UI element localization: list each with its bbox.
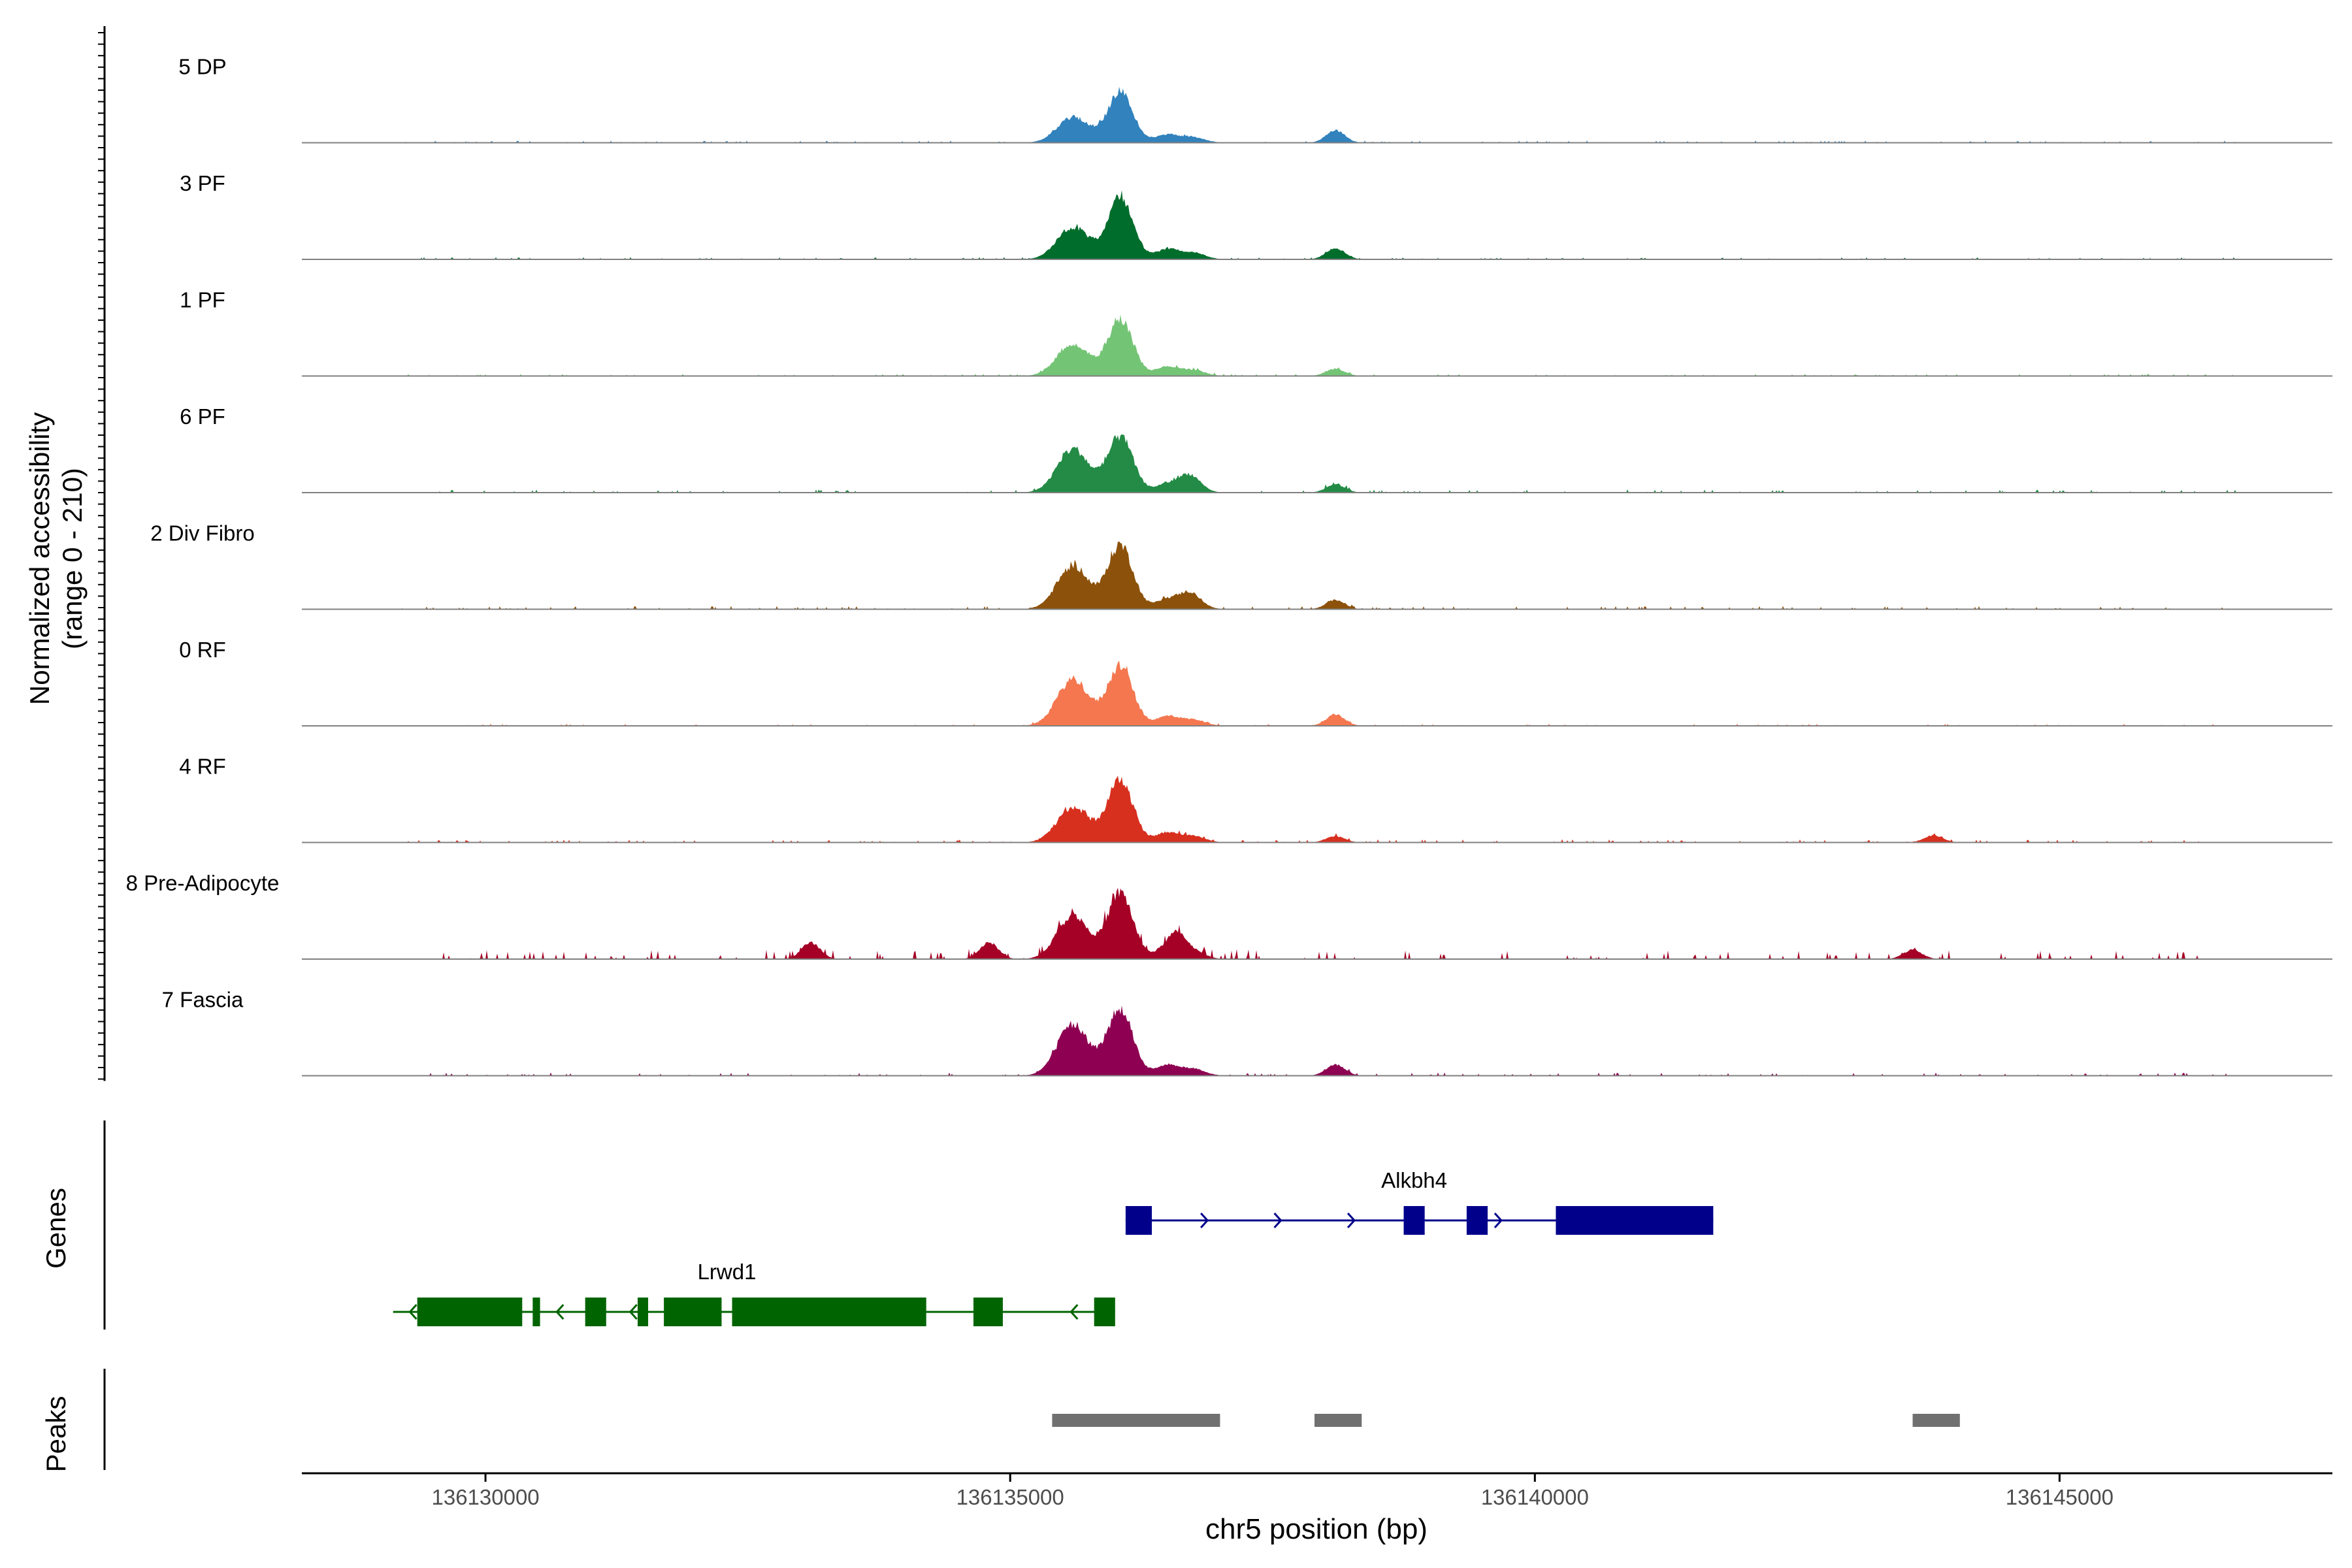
strand-arrow	[1494, 1212, 1503, 1229]
x-axis: 136130000 136135000 136140000 136145000	[302, 1472, 2332, 1509]
coverage-area-2	[401, 314, 2238, 376]
coverage-area-0	[401, 86, 2238, 143]
exon	[1466, 1206, 1488, 1235]
track-label: 2 Div Fibro	[150, 521, 255, 546]
x-axis-label: chr5 position (bp)	[1205, 1513, 1428, 1545]
gene-annotation-track: Alkbh4 Lrwd1	[103, 1120, 1714, 1330]
strand-arrow	[1200, 1212, 1209, 1229]
exon	[732, 1298, 926, 1326]
track-label: 7 Fascia	[162, 988, 244, 1012]
exon	[585, 1298, 606, 1326]
coverage-area-8	[401, 1005, 2238, 1076]
peak-region	[1052, 1414, 1220, 1427]
strand-arrow	[629, 1303, 638, 1320]
track-label: 8 Pre-Adipocyte	[126, 871, 280, 895]
coverage-area-7	[401, 887, 2238, 959]
exon	[1556, 1206, 1714, 1235]
coverage-area-4	[401, 541, 2238, 610]
track-label: 5 DP	[178, 55, 226, 79]
exon	[417, 1298, 523, 1326]
genes-track-label: Genes	[41, 1188, 71, 1269]
x-tick-label: 136140000	[1481, 1485, 1589, 1509]
exon	[664, 1298, 722, 1326]
track-label: 6 PF	[180, 404, 225, 429]
exon	[1125, 1206, 1152, 1235]
strand-arrow	[555, 1303, 564, 1320]
track-label: 0 RF	[179, 638, 226, 662]
exon	[1094, 1298, 1115, 1326]
gene-label: Lrwd1	[698, 1260, 757, 1284]
exon	[637, 1298, 649, 1326]
y-axis	[98, 26, 106, 1081]
y-axis-label-line2: (range 0 - 210)	[57, 468, 88, 649]
peaks-track-label: Peaks	[41, 1396, 71, 1473]
x-tick-label: 136145000	[2006, 1485, 2114, 1509]
gene-label: Alkbh4	[1381, 1168, 1447, 1192]
track-label: 1 PF	[180, 288, 225, 312]
strand-arrow	[1273, 1212, 1282, 1229]
coverage-area-5	[401, 661, 2238, 726]
peaks-track	[103, 1369, 1960, 1470]
peak-region	[1912, 1414, 1960, 1427]
y-axis-label-line1: Normalized accessibility	[24, 412, 55, 705]
x-tick-label: 136130000	[431, 1485, 539, 1509]
exon	[1403, 1206, 1425, 1235]
exon	[973, 1298, 1003, 1326]
track-label: 3 PF	[180, 171, 225, 195]
coverage-area-6	[401, 776, 2238, 843]
exon	[532, 1298, 540, 1326]
coverage-area-3	[401, 434, 2238, 493]
coverage-area-1	[401, 190, 2238, 259]
x-tick-label: 136135000	[956, 1485, 1064, 1509]
peak-region	[1314, 1414, 1362, 1427]
coverage-tracks: 5 DP 3 PF 1 PF 6 PF 2 Div Fibro 0 RF 4 RF 8 Pre…	[126, 55, 2332, 1077]
strand-arrow	[408, 1303, 417, 1320]
track-label: 4 RF	[179, 755, 226, 779]
strand-arrow	[1347, 1212, 1356, 1229]
strand-arrow	[1070, 1303, 1079, 1320]
